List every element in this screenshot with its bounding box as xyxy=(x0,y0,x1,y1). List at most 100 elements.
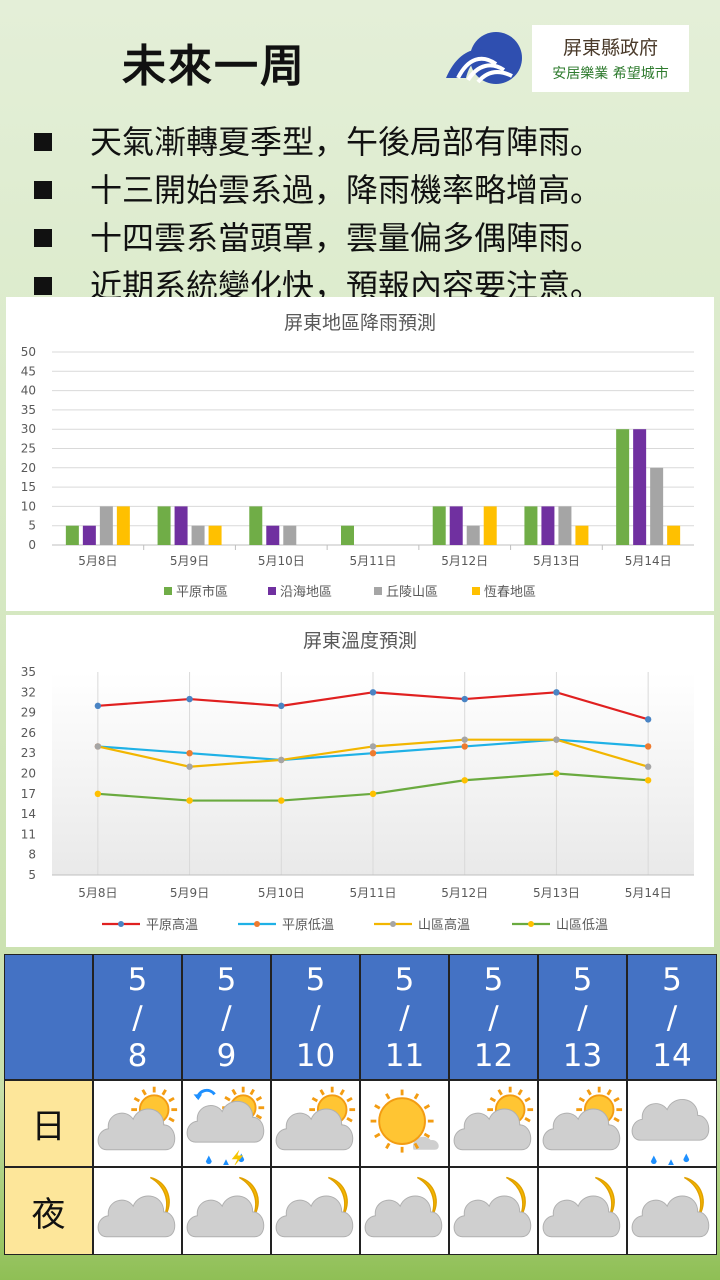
day-weather-cell xyxy=(272,1081,359,1166)
night-weather-cell xyxy=(628,1168,716,1254)
date-part: 5 xyxy=(662,962,682,998)
bar xyxy=(65,525,79,545)
date-header: 5/12 xyxy=(450,955,537,1079)
bar xyxy=(82,525,96,545)
legend-swatch xyxy=(268,587,276,595)
bar xyxy=(575,525,589,545)
x-tick-label: 5月12日 xyxy=(441,886,488,900)
x-tick-label: 5月8日 xyxy=(78,554,117,568)
legend-swatch xyxy=(374,587,382,595)
thunder-rain-icon xyxy=(186,1086,265,1165)
y-tick-label: 8 xyxy=(28,848,36,862)
y-tick-label: 45 xyxy=(21,364,36,378)
bar xyxy=(191,525,205,545)
date-part: 5 xyxy=(216,962,237,998)
date-part: 5 xyxy=(127,962,148,998)
y-tick-label: 23 xyxy=(21,746,36,760)
bar xyxy=(483,506,497,545)
partly-cloudy-icon xyxy=(542,1086,623,1151)
weather-table: 5/8 5/9 5/10 5/11 5/12 5/13 5/14 日夜 xyxy=(4,954,717,1255)
chart-title: 屏東溫度預測 xyxy=(303,630,417,652)
data-point xyxy=(369,689,377,696)
y-tick-label: 30 xyxy=(21,422,36,436)
x-tick-label: 5月10日 xyxy=(258,554,305,568)
cloudy-night-icon xyxy=(364,1176,443,1238)
data-point xyxy=(644,777,652,784)
partly-cloudy-icon xyxy=(97,1086,178,1151)
bar xyxy=(650,467,664,545)
bar xyxy=(116,506,130,545)
y-tick-label: 10 xyxy=(21,499,36,513)
date-part: 5 xyxy=(572,962,593,998)
data-point xyxy=(186,797,193,804)
legend-swatch xyxy=(472,587,480,595)
data-point xyxy=(461,695,468,703)
x-tick-label: 5月14日 xyxy=(625,886,672,900)
legend-label: 丘陵山區 xyxy=(386,585,438,600)
legend-label: 山區高溫 xyxy=(418,917,470,933)
x-tick-label: 5月13日 xyxy=(533,554,580,568)
bar xyxy=(341,525,354,545)
bar xyxy=(174,506,188,545)
date-part: / xyxy=(221,1000,232,1036)
bar xyxy=(449,506,463,545)
bullet-square-icon xyxy=(34,277,52,295)
bar xyxy=(99,506,113,545)
night-weather-cell xyxy=(94,1168,181,1254)
data-point xyxy=(461,777,468,784)
x-tick-label: 5月9日 xyxy=(170,886,209,900)
cloudy-night-icon xyxy=(453,1176,532,1238)
data-point xyxy=(94,790,102,797)
cloudy-night-icon xyxy=(97,1176,176,1238)
data-point xyxy=(278,702,285,710)
date-part: 8 xyxy=(127,1038,148,1074)
y-tick-label: 5 xyxy=(28,868,36,882)
date-header: 5/10 xyxy=(272,955,359,1079)
y-tick-label: 0 xyxy=(28,538,36,552)
data-point xyxy=(186,763,193,770)
y-tick-label: 25 xyxy=(21,442,36,456)
date-header: 5/11 xyxy=(361,955,448,1079)
bar xyxy=(558,506,572,545)
data-point xyxy=(369,750,377,757)
date-part: 13 xyxy=(562,1038,603,1074)
legend-marker xyxy=(390,921,396,927)
x-tick-label: 5月14日 xyxy=(625,554,672,568)
day-weather-cell xyxy=(361,1081,448,1166)
temperature-chart: 屏東溫度預測 5 8 11 14 17 20 23 26 29 32 35 5月8日 5月9日 5月10日 5… xyxy=(21,630,694,933)
cloudy-night-icon xyxy=(542,1176,621,1238)
y-tick-label: 11 xyxy=(21,827,36,841)
night-weather-cell xyxy=(361,1168,448,1254)
y-tick-label: 40 xyxy=(21,384,36,398)
date-part: / xyxy=(399,1000,410,1036)
data-point xyxy=(278,797,285,804)
data-point xyxy=(644,743,652,750)
date-part: / xyxy=(132,1000,143,1036)
bar xyxy=(667,525,681,545)
cloudy-night-icon xyxy=(631,1176,710,1238)
bullet-square-icon xyxy=(34,181,52,199)
legend-label: 平原高溫 xyxy=(146,917,198,933)
chart-title: 屏東地區降雨預測 xyxy=(284,312,436,334)
data-point xyxy=(186,750,193,757)
x-tick-label: 5月8日 xyxy=(78,886,117,900)
logo-bottom-text: 安居樂業 希望城市 xyxy=(552,66,669,82)
sunny-icon xyxy=(370,1089,439,1153)
day-row-label: 日 xyxy=(5,1081,92,1166)
bar xyxy=(541,506,555,545)
data-point xyxy=(186,695,193,703)
y-tick-label: 20 xyxy=(21,461,36,475)
data-point xyxy=(461,736,468,743)
data-point xyxy=(369,790,377,797)
date-part: 5 xyxy=(483,962,504,998)
government-logo: 屏東縣政府 安居樂業 希望城市 xyxy=(532,25,689,92)
date-header: 5/9 xyxy=(183,955,270,1079)
summary-item: 天氣漸轉夏季型，午後局部有陣雨。 xyxy=(30,118,602,166)
day-weather-cell xyxy=(450,1081,537,1166)
night-weather-cell xyxy=(539,1168,626,1254)
bar xyxy=(466,525,480,545)
y-tick-label: 29 xyxy=(21,706,36,720)
bar xyxy=(249,506,263,545)
legend-marker xyxy=(528,921,534,927)
date-part: 5 xyxy=(305,962,326,998)
